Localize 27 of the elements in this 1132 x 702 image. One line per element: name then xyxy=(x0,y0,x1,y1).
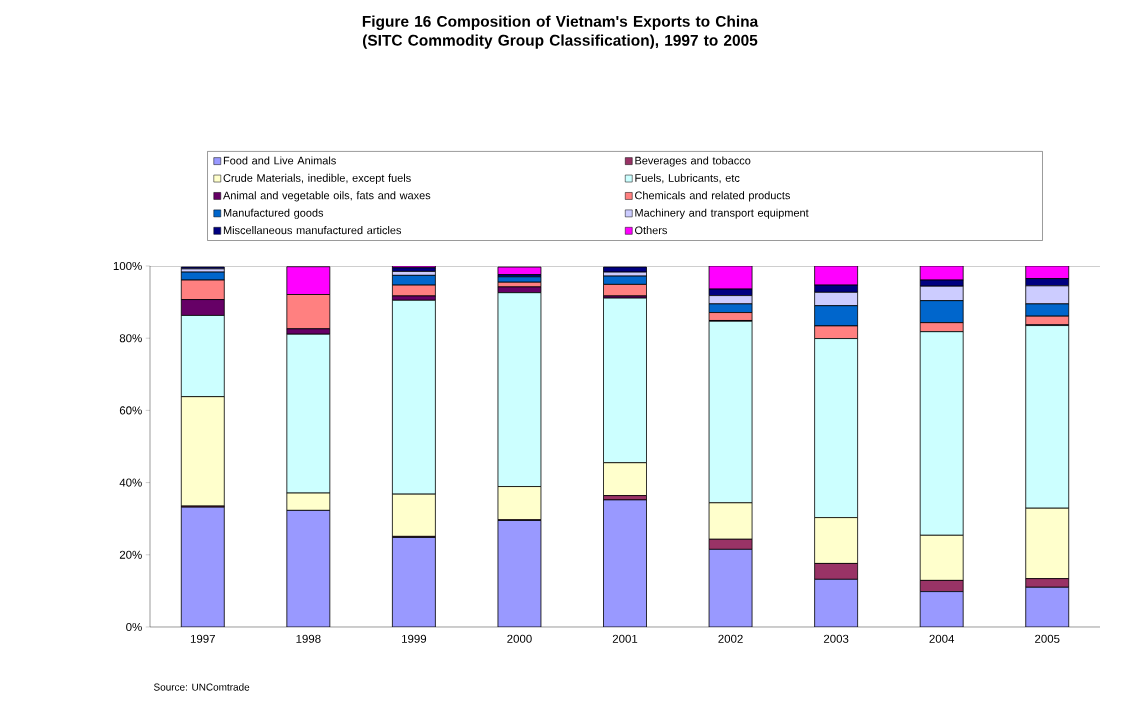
legend-label: Manufactured goods xyxy=(223,208,324,219)
legend-label: Miscellaneous manufactured articles xyxy=(223,226,402,235)
x-tick-label: 2003 xyxy=(823,634,849,643)
legend-label: Machinery and transport equipment xyxy=(635,208,809,219)
legend-label: Others xyxy=(635,226,667,235)
x-tick-label: 2004 xyxy=(929,634,955,643)
y-tick-label: 80% xyxy=(119,334,142,343)
legend-label: Fuels, Lubricants, etc xyxy=(635,173,740,184)
y-tick-label: 0% xyxy=(126,622,142,632)
legend-label: Chemicals and related products xyxy=(635,191,790,202)
chart-title: Figure 16 Composition of Vietnam's Exports to China (SITC Commodity Group Classification), 1997 to 2005 xyxy=(362,15,759,49)
legend-label: Crude Materials, inedible, except fuels xyxy=(223,173,411,185)
y-tick-label: 40% xyxy=(119,478,142,487)
legend-label: Animal and vegetable oils, fats and waxes xyxy=(223,191,431,202)
legend-label: Food and Live Animals xyxy=(223,156,336,165)
x-tick-label: 2001 xyxy=(612,634,638,643)
x-tick-label: 2000 xyxy=(507,634,532,643)
y-tick-label: 20% xyxy=(119,550,142,559)
y-tick-label: 100% xyxy=(113,261,142,271)
x-tick-label: 1997 xyxy=(190,634,215,643)
y-tick-label: 60% xyxy=(119,406,142,415)
x-tick-label: 2005 xyxy=(1035,634,1060,643)
x-tick-label: 1999 xyxy=(402,634,427,643)
x-tick-label: 2002 xyxy=(718,634,743,643)
x-tick-label: 1998 xyxy=(296,634,321,643)
legend-label: Beverages and tobacco xyxy=(635,156,751,167)
source-note: Source: UNComtrade xyxy=(153,683,250,691)
